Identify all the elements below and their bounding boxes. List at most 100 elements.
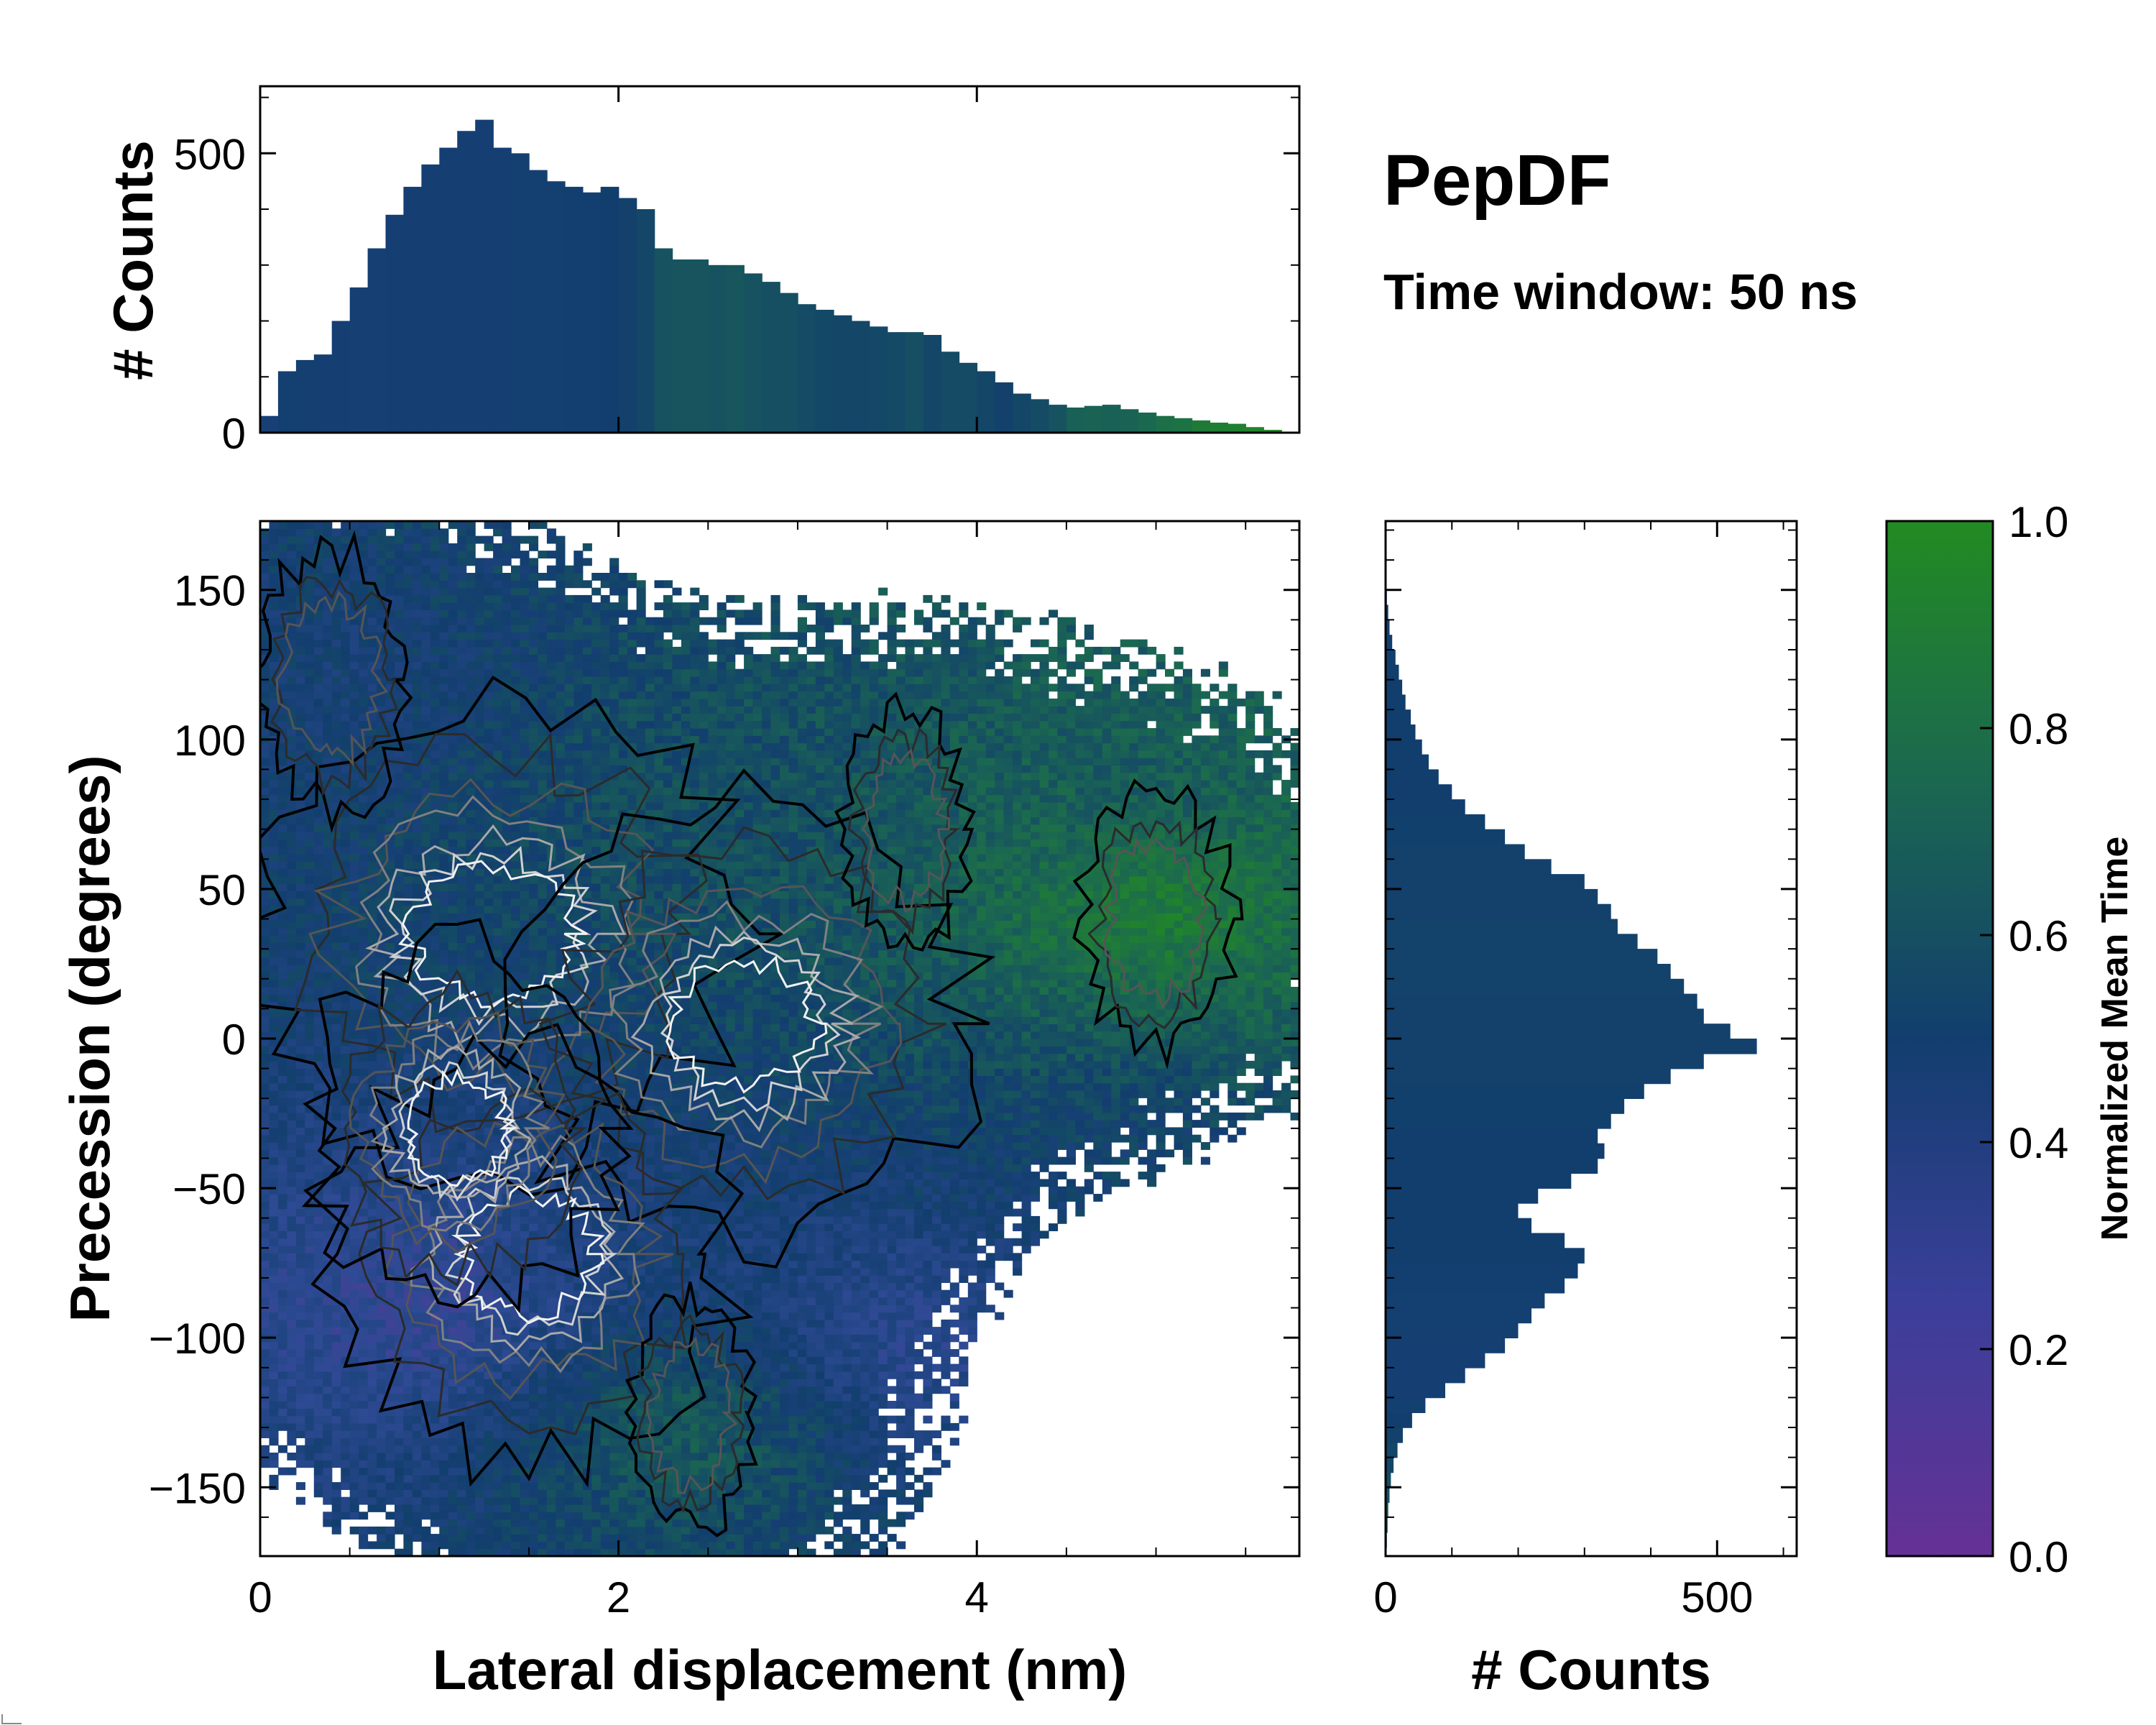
heatmap-cell	[663, 1504, 673, 1512]
heatmap-cell	[573, 1541, 584, 1550]
heatmap-cell	[430, 1356, 440, 1365]
heatmap-cell	[1182, 1120, 1192, 1128]
heatmap-cell	[985, 1179, 995, 1187]
heatmap-cell	[833, 1319, 843, 1328]
heatmap-cell	[815, 1134, 825, 1143]
heatmap-cell	[546, 1246, 556, 1254]
heatmap-cell	[529, 1496, 539, 1505]
heatmap-cell	[636, 1297, 646, 1305]
heatmap-cell	[511, 1393, 521, 1402]
heatmap-cell	[484, 1534, 494, 1542]
heatmap-cell	[734, 1105, 745, 1113]
heatmap-cell	[1013, 1112, 1023, 1121]
heatmap-cell	[502, 1282, 512, 1291]
heatmap-cell	[448, 1512, 458, 1520]
heatmap-cell	[842, 1134, 852, 1143]
heatmap-cell	[484, 1519, 494, 1527]
heatmap-cell	[788, 1349, 798, 1357]
heatmap-cell	[377, 1305, 387, 1313]
heatmap-cell	[1227, 1120, 1238, 1128]
heatmap-cell	[457, 1142, 467, 1150]
heatmap-cell	[788, 1312, 798, 1320]
heatmap-cell	[260, 1408, 270, 1417]
heatmap-cell	[905, 1467, 915, 1476]
heatmap-cell	[538, 1327, 548, 1335]
heatmap-cell	[788, 1334, 798, 1343]
heatmap-cell	[349, 1186, 359, 1195]
heatmap-cell	[511, 1482, 521, 1490]
heatmap-cell	[1003, 1149, 1013, 1158]
heatmap-cell	[887, 1156, 897, 1165]
heatmap-cell	[923, 1238, 933, 1246]
heatmap-cell	[931, 1341, 941, 1350]
heatmap-cell	[752, 1386, 763, 1394]
heatmap-cell	[538, 1112, 548, 1121]
heatmap-cell	[896, 1430, 906, 1438]
heatmap-cell	[260, 1371, 270, 1379]
heatmap-cell	[520, 1422, 530, 1431]
heatmap-cell	[780, 1548, 790, 1556]
heatmap-cell	[744, 1230, 754, 1239]
heatmap-cell	[914, 1504, 924, 1512]
heatmap-cell	[645, 1156, 655, 1165]
heatmap-cell	[466, 1223, 476, 1231]
heatmap-cell	[412, 1186, 422, 1195]
heatmap-cell	[573, 1363, 584, 1372]
heatmap-cell	[385, 1482, 395, 1490]
heatmap-cell	[887, 1267, 897, 1276]
heatmap-cell	[699, 1105, 709, 1113]
heatmap-cell	[305, 1415, 315, 1424]
heatmap-cell	[538, 1267, 548, 1276]
heatmap-cell	[287, 1415, 297, 1424]
heatmap-cell	[878, 1401, 888, 1409]
heatmap-cell	[331, 1415, 341, 1424]
heatmap-cell	[824, 1267, 834, 1276]
heatmap-cell	[269, 1223, 279, 1231]
heatmap-cell	[654, 1327, 664, 1335]
heatmap-cell	[395, 1179, 405, 1187]
heatmap-cell	[780, 1408, 790, 1417]
heatmap-cell	[949, 1230, 959, 1239]
heatmap-cell	[600, 1482, 610, 1490]
heatmap-cell	[949, 1149, 959, 1158]
heatmap-cell	[726, 1430, 736, 1438]
heatmap-cell	[1013, 1260, 1023, 1269]
heatmap-cell	[556, 1512, 566, 1520]
heatmap-cell	[502, 1379, 512, 1386]
heatmap-cell	[663, 1112, 673, 1121]
heatmap-cell	[564, 1482, 574, 1490]
heatmap-cell	[780, 1512, 790, 1520]
heatmap-cell	[869, 1112, 879, 1121]
heatmap-cell	[717, 1127, 727, 1136]
heatmap-cell	[457, 1526, 467, 1535]
heatmap-cell	[851, 1201, 861, 1210]
heatmap-cell	[815, 1305, 825, 1313]
heatmap-cell	[341, 1267, 351, 1276]
heatmap-cell	[672, 1164, 682, 1172]
heatmap-cell	[699, 1334, 709, 1343]
heatmap-cell	[1021, 1142, 1031, 1150]
heatmap-cell	[905, 1305, 915, 1313]
heatmap-cell	[878, 1267, 888, 1276]
heatmap-cell	[905, 1134, 915, 1143]
heatmap-cell	[726, 1289, 736, 1298]
heatmap-cell	[860, 1127, 870, 1136]
heatmap-cell	[869, 1105, 879, 1113]
heatmap-cell	[654, 1127, 664, 1136]
heatmap-cell	[717, 1401, 727, 1409]
heatmap-cell	[681, 1120, 691, 1128]
heatmap-cell	[842, 1534, 852, 1542]
heatmap-cell	[538, 1319, 548, 1328]
heatmap-cell	[717, 1386, 727, 1394]
heatmap-cell	[690, 1134, 700, 1143]
heatmap-cell	[484, 1408, 494, 1417]
heatmap-cell	[546, 1349, 556, 1357]
heatmap-cell	[654, 1215, 664, 1224]
heatmap-cell	[600, 1379, 610, 1386]
heatmap-cell	[377, 1098, 387, 1106]
heatmap-cell	[367, 1297, 377, 1305]
heatmap-cell	[331, 1127, 341, 1136]
heatmap-cell	[331, 1179, 341, 1187]
heatmap-cell	[377, 1341, 387, 1350]
heatmap-cell	[331, 1275, 341, 1283]
